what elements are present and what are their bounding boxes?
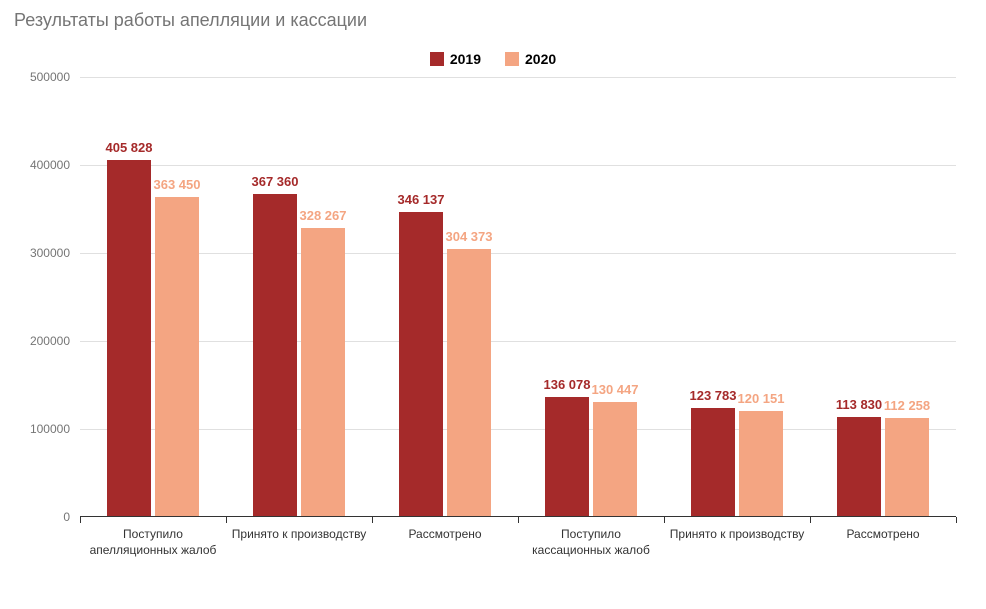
bar-2019: 113 830 <box>837 417 881 517</box>
category-group: 346 137304 373 <box>372 77 518 517</box>
legend-label-2020: 2020 <box>525 51 556 67</box>
x-tick-mark <box>518 517 519 523</box>
bar-label-2020: 304 373 <box>446 229 493 244</box>
bar-label-2020: 112 258 <box>884 398 930 413</box>
x-axis-label: Рассмотрено <box>372 527 518 558</box>
bar-label-2019: 123 783 <box>690 388 737 403</box>
bars-row: 405 828363 450367 360328 267346 137304 3… <box>80 77 956 517</box>
y-tick-label: 0 <box>10 510 70 524</box>
bar-2020: 130 447 <box>593 402 637 517</box>
legend-swatch-2019 <box>430 52 444 66</box>
y-tick-label: 200000 <box>10 334 70 348</box>
bar-2019: 136 078 <box>545 397 589 517</box>
bar-label-2020: 130 447 <box>592 382 639 397</box>
x-axis-label: Поступило кассационных жалоб <box>518 527 664 558</box>
x-axis-label: Принято к производству <box>664 527 810 558</box>
bar-label-2020: 120 151 <box>738 391 785 406</box>
bar-2020: 304 373 <box>447 249 491 517</box>
bar-label-2020: 363 450 <box>154 177 201 192</box>
x-tick-mark <box>810 517 811 523</box>
x-tick-mark <box>80 517 81 523</box>
legend-label-2019: 2019 <box>450 51 481 67</box>
category-group: 367 360328 267 <box>226 77 372 517</box>
category-group: 113 830112 258 <box>810 77 956 517</box>
bar-2019: 367 360 <box>253 194 297 517</box>
bar-2019: 346 137 <box>399 212 443 517</box>
category-group: 405 828363 450 <box>80 77 226 517</box>
x-tick-mark <box>226 517 227 523</box>
bar-2020: 120 151 <box>739 411 783 517</box>
bar-2019: 123 783 <box>691 408 735 517</box>
bar-label-2019: 136 078 <box>544 377 591 392</box>
x-axis-label: Принято к производству <box>226 527 372 558</box>
x-axis-label: Рассмотрено <box>810 527 956 558</box>
x-axis-label: Поступило апелляционных жалоб <box>80 527 226 558</box>
legend-item-2020: 2020 <box>505 51 556 67</box>
bar-label-2019: 113 830 <box>836 397 882 412</box>
y-tick-label: 400000 <box>10 158 70 172</box>
category-group: 123 783120 151 <box>664 77 810 517</box>
category-group: 136 078130 447 <box>518 77 664 517</box>
bar-2020: 363 450 <box>155 197 199 517</box>
bar-label-2019: 346 137 <box>398 192 445 207</box>
y-axis: 0100000200000300000400000500000 <box>10 77 70 517</box>
legend-swatch-2020 <box>505 52 519 66</box>
y-tick-label: 300000 <box>10 246 70 260</box>
legend-item-2019: 2019 <box>430 51 481 67</box>
legend: 2019 2020 <box>10 51 976 67</box>
x-axis: Поступило апелляционных жалобПринято к п… <box>80 527 956 558</box>
bar-label-2020: 328 267 <box>300 208 347 223</box>
bar-label-2019: 367 360 <box>252 174 299 189</box>
bar-2019: 405 828 <box>107 160 151 517</box>
x-tick-mark <box>664 517 665 523</box>
x-tick-mark <box>372 517 373 523</box>
bar-2020: 112 258 <box>885 418 929 517</box>
plot-area: 0100000200000300000400000500000 405 8283… <box>80 77 956 517</box>
chart-container: Результаты работы апелляции и кассации 2… <box>10 10 976 599</box>
x-tick-mark <box>956 517 957 523</box>
y-tick-label: 100000 <box>10 422 70 436</box>
y-tick-label: 500000 <box>10 70 70 84</box>
bar-label-2019: 405 828 <box>106 140 153 155</box>
chart-title: Результаты работы апелляции и кассации <box>14 10 976 31</box>
bar-2020: 328 267 <box>301 228 345 517</box>
